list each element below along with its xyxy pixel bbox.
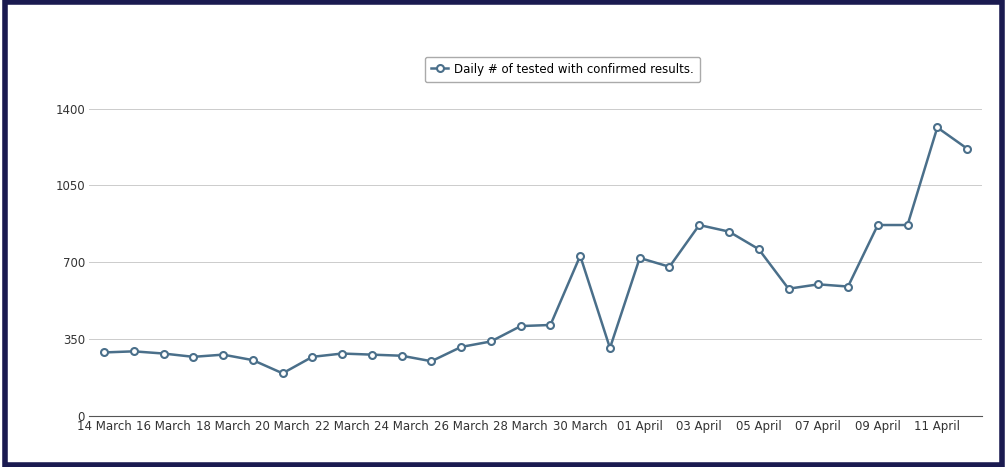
Daily # of tested with confirmed results. xyxy=(752,247,764,252)
Daily # of tested with confirmed results. xyxy=(218,352,230,357)
Daily # of tested with confirmed results. xyxy=(842,284,854,290)
Daily # of tested with confirmed results. xyxy=(247,357,259,363)
Daily # of tested with confirmed results. xyxy=(157,351,169,356)
Daily # of tested with confirmed results. xyxy=(98,350,110,355)
Daily # of tested with confirmed results. xyxy=(545,322,557,328)
Daily # of tested with confirmed results. xyxy=(931,125,944,130)
Daily # of tested with confirmed results. xyxy=(366,352,378,357)
Daily # of tested with confirmed results. xyxy=(485,339,497,344)
Daily # of tested with confirmed results. xyxy=(782,286,795,291)
Daily # of tested with confirmed results. xyxy=(455,344,467,350)
Daily # of tested with confirmed results. xyxy=(664,264,676,269)
Line: Daily # of tested with confirmed results.: Daily # of tested with confirmed results… xyxy=(101,124,971,377)
Daily # of tested with confirmed results. xyxy=(306,354,318,360)
Daily # of tested with confirmed results. xyxy=(901,222,913,228)
Legend: Daily # of tested with confirmed results.: Daily # of tested with confirmed results… xyxy=(425,57,700,82)
Daily # of tested with confirmed results. xyxy=(693,222,705,228)
Daily # of tested with confirmed results. xyxy=(277,370,289,376)
Daily # of tested with confirmed results. xyxy=(128,348,140,354)
Daily # of tested with confirmed results. xyxy=(336,351,348,356)
Daily # of tested with confirmed results. xyxy=(396,353,408,359)
Daily # of tested with confirmed results. xyxy=(187,354,199,360)
Daily # of tested with confirmed results. xyxy=(872,222,884,228)
Daily # of tested with confirmed results. xyxy=(425,359,437,364)
Daily # of tested with confirmed results. xyxy=(723,229,735,234)
Daily # of tested with confirmed results. xyxy=(574,253,586,259)
Daily # of tested with confirmed results. xyxy=(604,345,616,351)
Daily # of tested with confirmed results. xyxy=(633,255,645,261)
Daily # of tested with confirmed results. xyxy=(813,282,825,287)
Daily # of tested with confirmed results. xyxy=(961,146,973,151)
Daily # of tested with confirmed results. xyxy=(515,323,527,329)
